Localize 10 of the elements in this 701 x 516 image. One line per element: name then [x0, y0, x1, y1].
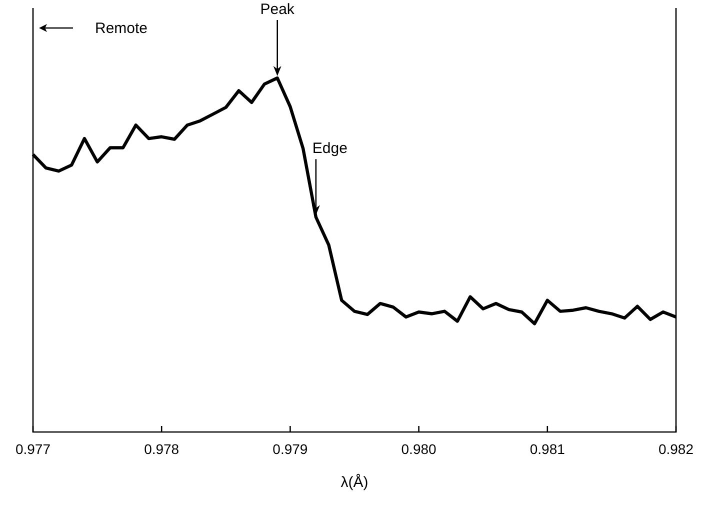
x-tick-label: 0.979	[272, 441, 308, 457]
x-tick-label: 0.980	[401, 441, 437, 457]
x-tick-label: 0.982	[658, 441, 694, 457]
annotation: Peak	[260, 1, 295, 18]
x-axis-title: λ(Å)	[340, 473, 368, 491]
x-tick-label: 0.978	[144, 441, 180, 457]
annotation: Edge	[312, 140, 348, 158]
x-tick-label: 0.981	[530, 441, 566, 457]
text: Remote	[95, 20, 148, 37]
x-tick-label: 0.977	[15, 441, 51, 457]
